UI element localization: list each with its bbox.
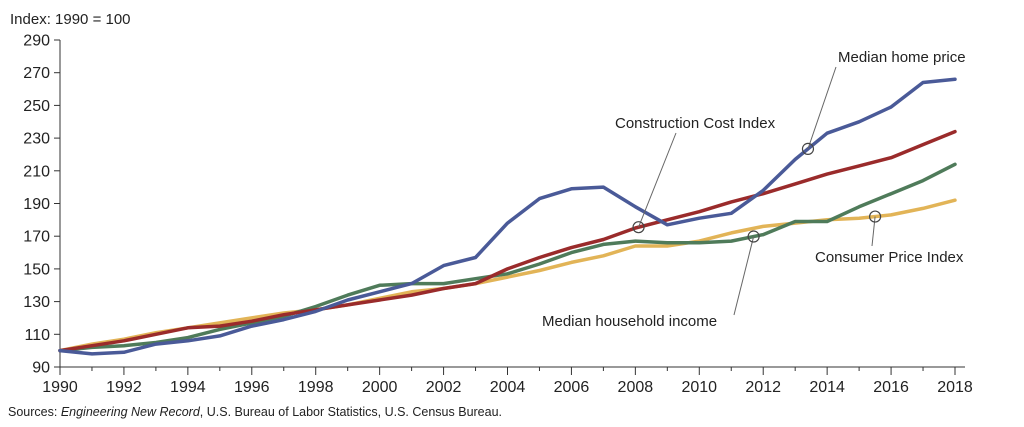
annotation-label: Median household income <box>542 313 717 330</box>
x-tick-label: 2010 <box>681 379 717 396</box>
annotation-marker <box>632 221 645 234</box>
x-tick-label: 2006 <box>554 379 590 396</box>
x-tick-label: 2018 <box>937 379 973 396</box>
x-tick-label: 1990 <box>42 379 78 396</box>
x-tick-label: 2016 <box>873 379 909 396</box>
y-tick-label: 150 <box>23 261 50 278</box>
annotation-label: Construction Cost Index <box>615 115 776 132</box>
x-axis: 1990 1992 1994 1996 1998 2000 2002 2004 2006 2008… <box>42 366 973 396</box>
y-tick-label: 190 <box>23 196 50 213</box>
series-line-median-home-price <box>58 77 957 356</box>
sources-note: Sources: Engineering New Record, U.S. Bu… <box>8 405 502 419</box>
y-tick-label: 230 <box>23 131 50 148</box>
x-tick-label: 1992 <box>106 379 142 396</box>
y-axis: 90 110 130 150 170 190 210 230 250 270 290 <box>23 33 61 377</box>
y-tick-label: 270 <box>23 65 50 82</box>
x-tick-label: 2002 <box>426 379 462 396</box>
y-tick-label: 210 <box>23 163 50 180</box>
annotation-label: Consumer Price Index <box>815 249 964 266</box>
annotation-marker <box>868 210 882 223</box>
annotation-layer: Median home price Construction Cost Index… <box>542 49 966 330</box>
series-line-construction-cost-index <box>58 129 957 353</box>
annotation-leader-line <box>733 236 755 316</box>
x-tick-label: 2004 <box>490 379 526 396</box>
index-note: Index: 1990 = 100 <box>10 11 131 28</box>
series-line-median-household-income <box>58 162 957 353</box>
annotation-label: Median home price <box>838 49 966 66</box>
y-tick-label: 250 <box>23 98 50 115</box>
sources-rest: , U.S. Bureau of Labor Statistics, U.S. … <box>199 405 503 419</box>
annotation-leader-line <box>638 132 677 228</box>
series-layer <box>58 77 957 356</box>
sources-prefix: Sources: <box>8 405 61 419</box>
x-tick-label: 2012 <box>745 379 781 396</box>
y-tick-label: 170 <box>23 229 50 246</box>
y-tick-label: 130 <box>23 294 50 311</box>
annotation-marker <box>801 142 815 155</box>
y-tick-label: 90 <box>32 360 50 377</box>
x-tick-label: 1996 <box>234 379 270 396</box>
y-tick-label: 110 <box>24 327 50 344</box>
x-tick-label: 1998 <box>298 379 334 396</box>
x-tick-label: 2008 <box>618 379 654 396</box>
annotation-marker <box>747 230 760 243</box>
annotation-leader-line <box>807 66 837 150</box>
x-tick-label: 1994 <box>170 379 206 396</box>
x-tick-label: 2014 <box>809 379 845 396</box>
y-tick-label: 290 <box>23 33 50 50</box>
sources-italic: Engineering New Record <box>60 405 200 419</box>
x-tick-label: 2000 <box>362 379 398 396</box>
